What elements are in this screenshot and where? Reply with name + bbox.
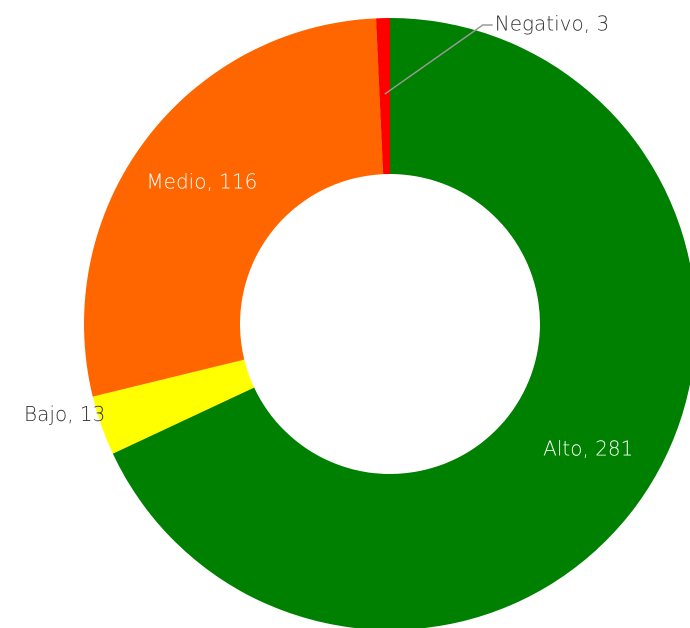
data-label: Negativo, 3 bbox=[495, 12, 609, 36]
leader-line bbox=[384, 24, 493, 95]
data-label: Alto, 281 bbox=[543, 437, 633, 461]
donut-slice bbox=[92, 359, 255, 454]
donut-slice bbox=[84, 18, 384, 397]
data-label: Bajo, 13 bbox=[24, 402, 105, 426]
donut-slice bbox=[376, 18, 390, 175]
data-label: Medio, 116 bbox=[146, 170, 257, 194]
donut-slice bbox=[112, 18, 690, 628]
